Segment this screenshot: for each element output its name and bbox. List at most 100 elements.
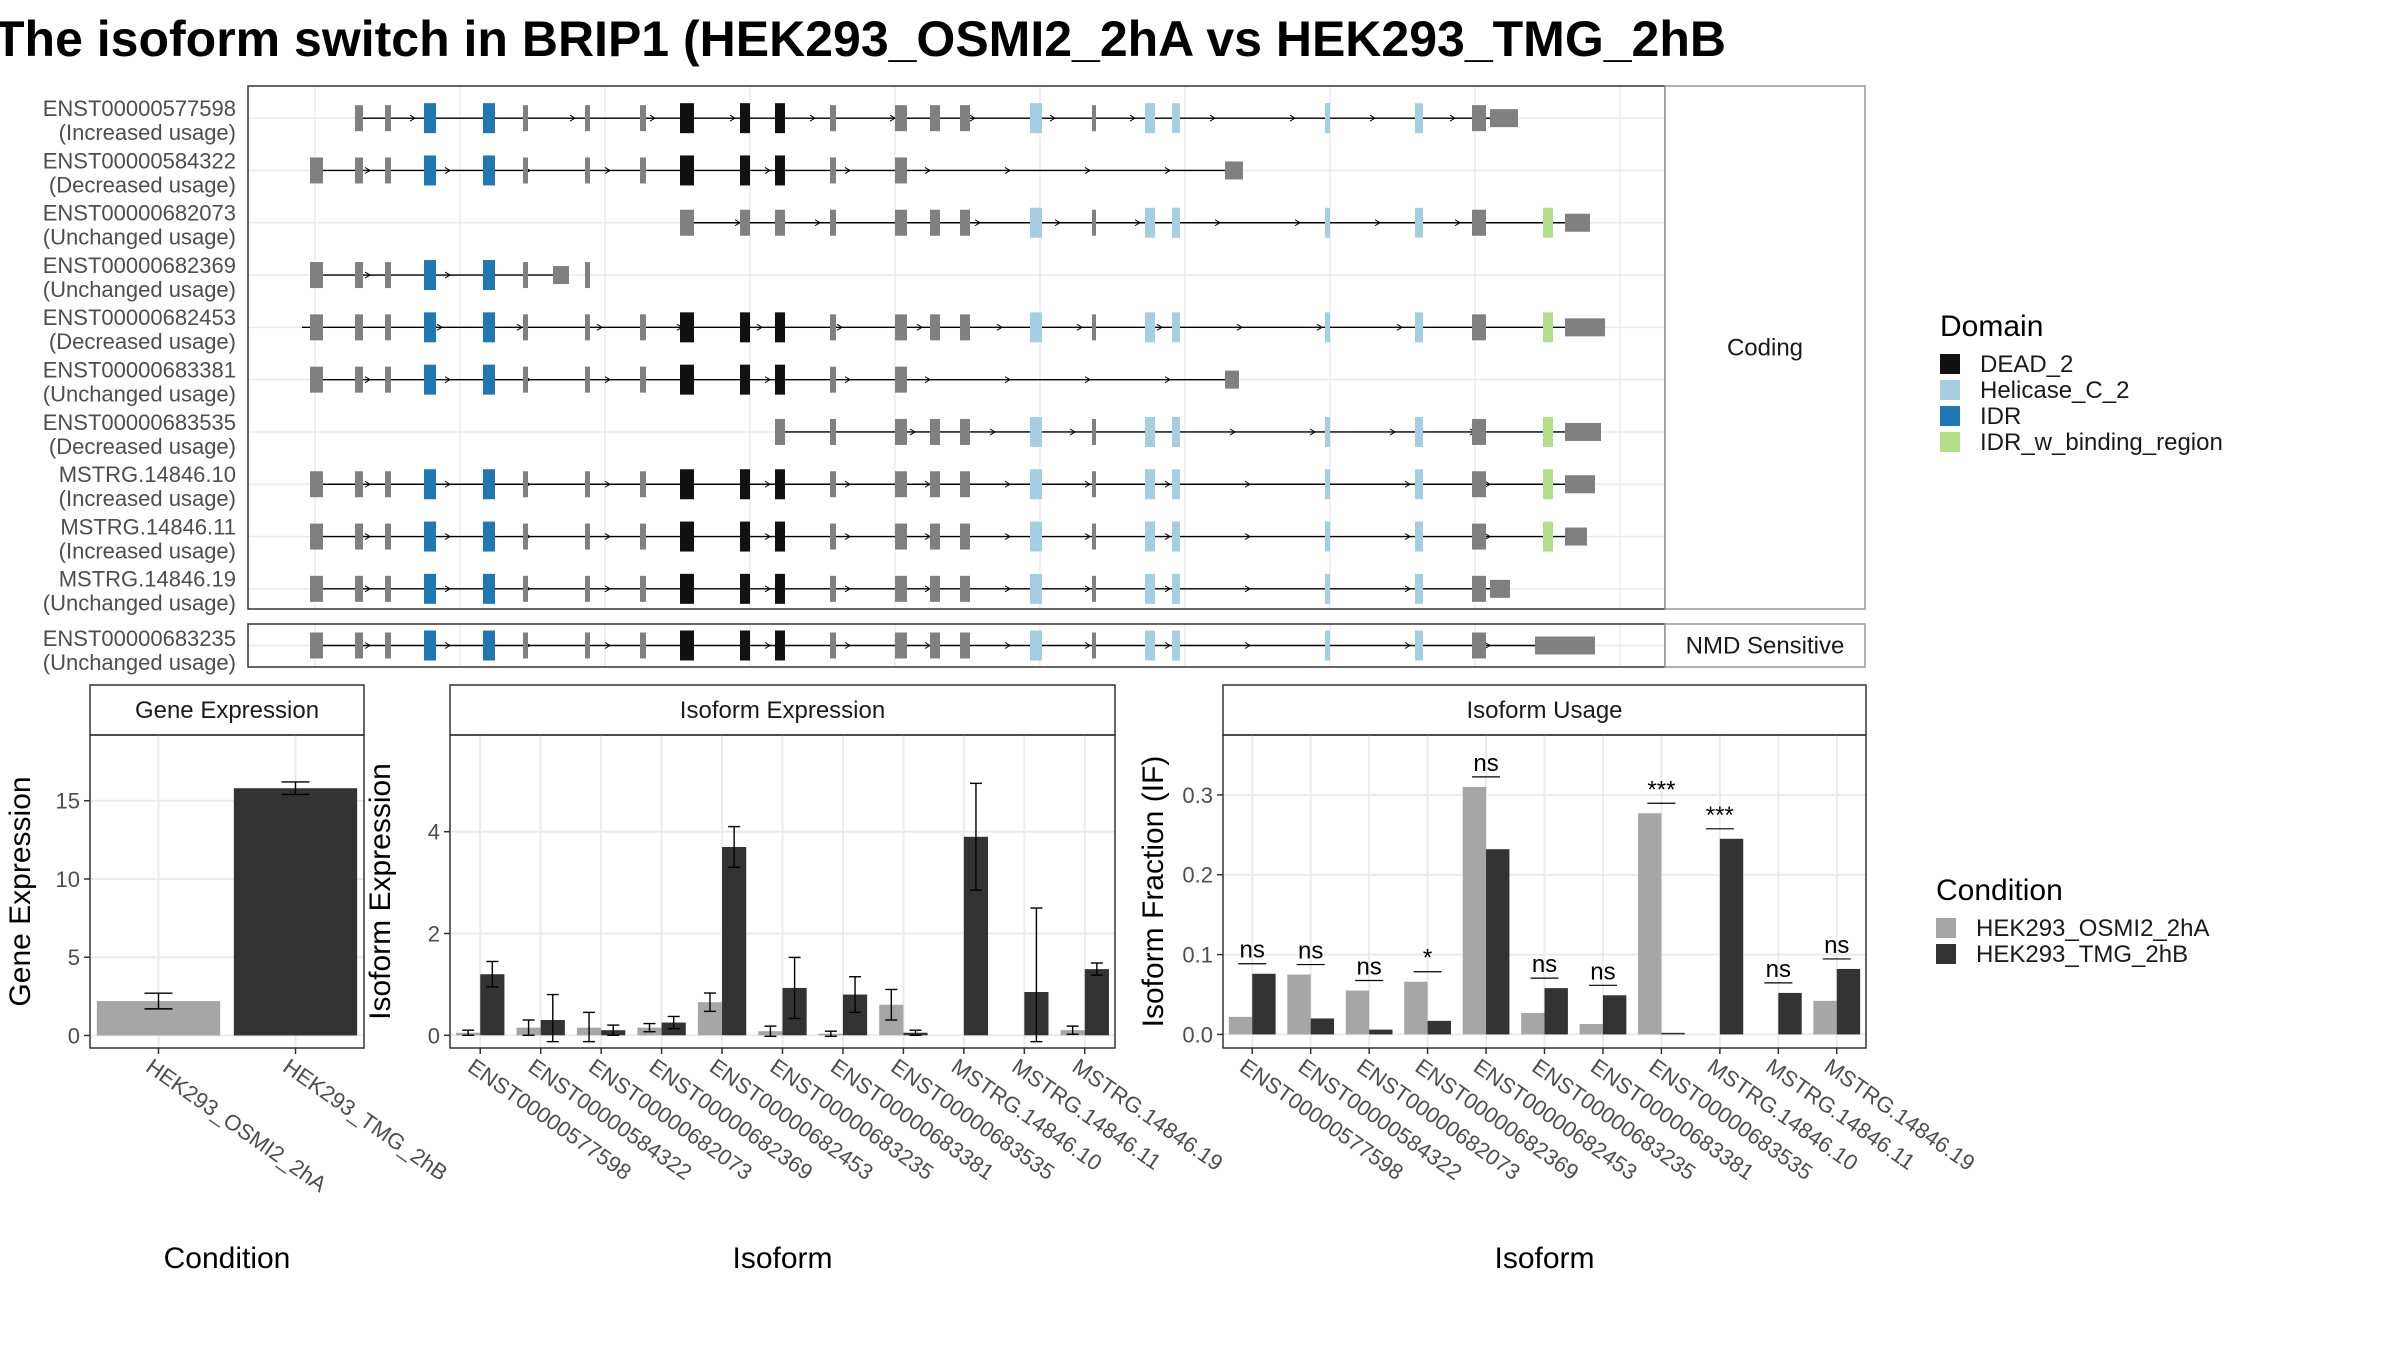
exon-block [830,471,836,498]
transcript-usage: (Decreased usage) [49,329,236,354]
legend-label: IDR [1980,403,2021,430]
exon-block [424,260,436,291]
exon-block [930,523,940,550]
strand-arrow [1294,219,1301,227]
exon-block [640,157,646,184]
exon-block [523,632,528,659]
exon-block [310,262,323,289]
bar [1579,1024,1603,1035]
strand-arrow [1449,114,1456,122]
y-tick-label: 10 [56,867,80,892]
exon-block [830,366,836,393]
exon-block [1415,521,1423,552]
exon-block [895,314,907,341]
exon-block [1415,103,1423,134]
strand-arrow [1244,480,1251,488]
legend-swatch [1936,918,1956,938]
panel-border [1222,734,1867,1049]
panel-strip-label: Isoform Usage [1466,697,1622,724]
strand-arrow [1214,219,1221,227]
exon-block [585,471,590,498]
exon-block [1472,471,1486,498]
exon-block [310,632,323,659]
bar [1287,974,1311,1035]
exon-block [310,471,323,498]
strand-arrow [604,533,611,540]
exon-block [930,209,940,236]
exon-block [355,262,363,289]
strand-arrow [1004,533,1011,540]
strand-arrow [444,642,451,649]
exon-block [930,632,940,659]
exon-block [1472,418,1486,445]
exon-block [960,632,970,659]
exon-block [355,157,363,184]
strand-arrow [1004,585,1011,593]
strand-arrow [1156,323,1163,331]
bar [1345,990,1370,1035]
exon-block [680,573,694,604]
strand-arrow [909,428,916,436]
exon-block [680,521,694,552]
strand-arrow [1084,642,1091,649]
exon-block [1030,521,1042,552]
strand-arrow [924,376,931,384]
legend-swatch [1940,406,1960,426]
exon-block [1145,312,1155,343]
exon-block [424,364,436,395]
strand-arrow [1164,642,1171,649]
isoform-expression-plot: Isoform Expression024ENST00000577598ENST… [364,684,1227,1275]
exon-block [1145,103,1155,134]
utr-block [1565,318,1605,337]
exon-block [385,575,391,602]
strand-arrow [364,271,371,279]
exon-block [1325,207,1330,238]
exon-block [930,471,940,498]
exon-block [1472,105,1486,132]
panel-border [449,734,1116,1049]
exon-block [1415,469,1423,500]
exon-block [1415,207,1423,238]
exon-block [775,573,785,604]
legend-swatch [1940,380,1960,400]
exon-block [775,103,785,134]
exon-block [1415,312,1423,343]
significance-label: ns [1532,951,1557,978]
y-tick-label: 2 [428,921,440,946]
exon-block [895,632,907,659]
strand-arrow [1004,376,1011,384]
x-axis-title: Condition [164,1242,291,1275]
transcript-usage: (Unchanged usage) [43,277,236,302]
exon-block [483,155,495,186]
exon-block [1030,630,1042,661]
y-tick-label: 0.3 [1182,783,1213,808]
exon-block [640,575,646,602]
bar [1310,1018,1335,1035]
y-axis-title: Isoform Expression [364,763,397,1020]
exon-block [385,366,391,393]
exon-block [895,209,907,236]
strand-arrow [1076,323,1083,331]
exon-block [740,209,750,236]
exon-block [930,105,940,132]
y-axis-title: Gene Expression [4,776,37,1006]
strand-arrow [604,585,611,593]
strand-arrow [756,323,763,331]
exon-block [310,366,323,393]
exon-block [1172,103,1180,134]
exon-block [523,471,528,498]
panel-strip-label: Gene Expression [135,697,319,724]
strand-arrow [764,167,771,174]
exon-block [585,262,590,289]
legend-swatch [1940,354,1960,374]
exon-block [640,523,646,550]
exon-block [483,312,495,343]
utr-block [1225,161,1243,180]
transcript-usage: (Increased usage) [59,486,236,511]
exon-block [740,312,750,343]
significance-label: ns [1766,956,1791,983]
strand-arrow [1069,428,1076,436]
strand-arrow [1396,323,1403,331]
exon-block [483,573,495,604]
exon-block [1092,105,1096,132]
